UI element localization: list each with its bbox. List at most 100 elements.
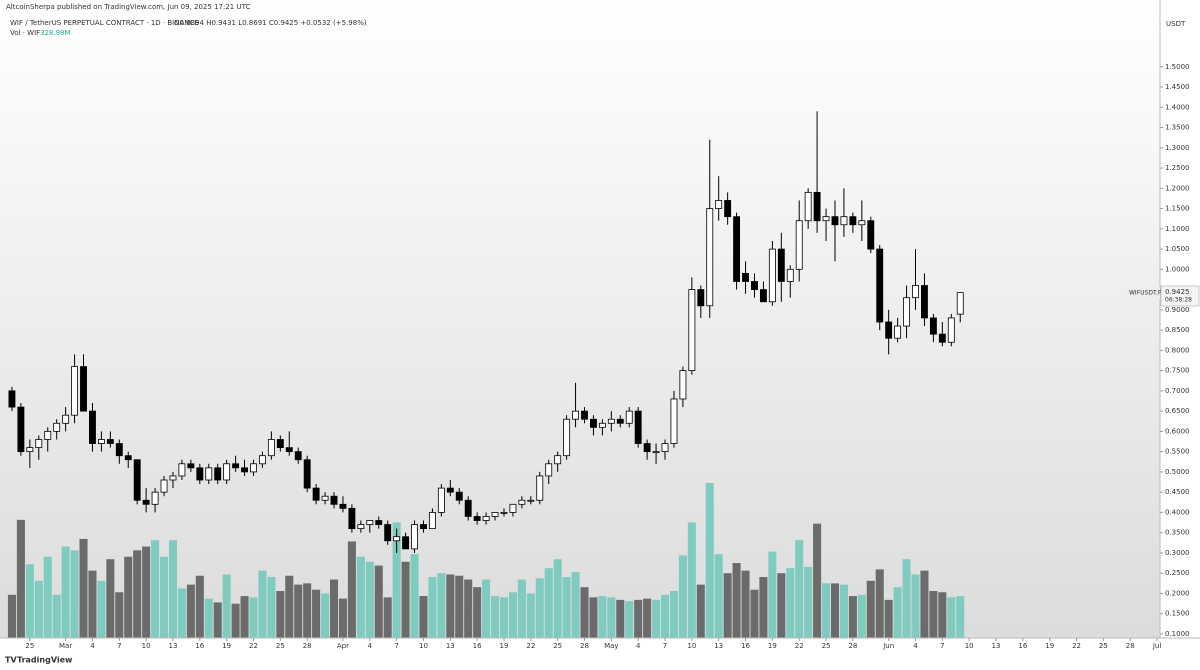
volume-bar <box>938 592 947 638</box>
volume-bar <box>79 538 88 638</box>
x-tick-label: 13 <box>714 642 723 650</box>
candle-body <box>321 495 329 501</box>
y-axis-label: USDT <box>1166 20 1186 28</box>
volume-bar <box>902 559 911 638</box>
candle-body <box>688 289 696 372</box>
x-tick-label: 16 <box>1018 642 1027 650</box>
candle-body <box>312 487 320 501</box>
chart-title: WIF / TetherUS PERPETUAL CONTRACT · 1D ·… <box>10 19 199 27</box>
volume-bar <box>240 596 249 638</box>
volume-bar <box>473 587 482 638</box>
candle-body <box>661 443 669 453</box>
volume-bar <box>830 583 840 638</box>
x-tick-label: 22 <box>526 642 535 650</box>
volume-bar <box>186 584 195 638</box>
candle-body <box>223 463 231 481</box>
volume-bar <box>303 583 312 638</box>
candle-body <box>903 297 911 327</box>
x-tick-label: 4 <box>90 642 95 650</box>
candle-body <box>169 475 177 481</box>
candle-body <box>813 191 821 222</box>
x-tick-label: 19 <box>768 642 777 650</box>
volume-bar <box>643 598 652 638</box>
x-tick-label: 28 <box>1126 642 1135 650</box>
countdown: 06:38:28 <box>1165 297 1192 304</box>
candle-body <box>786 268 794 282</box>
candle-body <box>742 272 749 282</box>
volume-bar <box>43 556 52 638</box>
candle-body <box>777 248 785 282</box>
volume-bar <box>419 596 428 638</box>
x-tick-label: Jun <box>882 642 894 650</box>
candle-body <box>652 451 660 454</box>
y-tick-label: 0.2500 <box>1165 569 1190 577</box>
x-tick-label: 22 <box>795 642 804 650</box>
candle-body <box>53 422 61 432</box>
candle-body <box>679 370 687 400</box>
volume-bar <box>822 583 831 638</box>
y-tick-label: 0.8500 <box>1165 326 1190 334</box>
candle-body <box>71 366 79 416</box>
volume-bar <box>660 594 670 638</box>
volume-bar <box>535 578 544 638</box>
candle-body <box>214 467 222 481</box>
volume-bar <box>312 589 321 638</box>
y-tick-label: 1.3500 <box>1165 124 1190 132</box>
volume-bar <box>356 556 365 638</box>
candle-body <box>133 459 141 501</box>
volume-bar <box>106 559 115 638</box>
candle-body <box>17 406 25 453</box>
candle-body <box>205 467 213 481</box>
candle-body <box>428 512 436 530</box>
x-tick-label: 25 <box>822 642 831 650</box>
candle-body <box>187 463 195 469</box>
candle-body <box>536 475 544 501</box>
y-tick-label: 0.3000 <box>1165 549 1190 557</box>
volume-bar <box>884 599 893 638</box>
volume-bar <box>562 577 571 638</box>
candle-body <box>44 430 52 440</box>
y-tick-label: 0.6500 <box>1165 407 1190 415</box>
x-tick-label: 13 <box>446 642 455 650</box>
candle-body <box>160 479 168 493</box>
volume-bar <box>437 573 446 638</box>
x-tick-label: Mar <box>59 642 72 650</box>
candle-body <box>598 422 606 428</box>
candle-body <box>634 410 642 444</box>
candle-body <box>124 455 132 461</box>
candle-body <box>366 520 374 525</box>
volume-bar <box>616 599 625 638</box>
volume-bar <box>732 563 741 638</box>
volume-bar <box>714 554 723 638</box>
y-tick-label: 0.6000 <box>1165 427 1190 435</box>
candle-body <box>572 410 579 420</box>
candle-body <box>509 503 517 513</box>
candle-body <box>921 285 928 319</box>
volume-bar <box>329 579 339 638</box>
volume-legend-value: 328.98M <box>40 29 71 37</box>
volume-bar <box>929 590 938 638</box>
y-tick-label: 0.4500 <box>1165 488 1190 496</box>
candle-body <box>357 524 365 530</box>
x-tick-label: 25 <box>553 642 562 650</box>
x-tick-label: 25 <box>1099 642 1108 650</box>
candle-body <box>106 439 114 444</box>
y-tick-label: 1.4500 <box>1165 83 1190 91</box>
x-tick-label: 7 <box>940 642 944 650</box>
ohlc-legend: O0.8894 H0.9431 L0.8691 C0.9425 +0.0532 … <box>174 19 367 27</box>
volume-bar <box>267 577 276 638</box>
y-tick-label: 0.7500 <box>1165 367 1190 375</box>
x-tick-label: 19 <box>1045 642 1054 650</box>
candle-body <box>795 220 803 270</box>
candle-body <box>607 418 615 424</box>
volume-bar <box>634 599 643 638</box>
volume-bar <box>16 519 25 638</box>
volume-bar <box>947 597 956 638</box>
x-tick-label: 10 <box>965 642 974 650</box>
volume-bar <box>204 598 213 638</box>
candle-body <box>437 487 445 513</box>
candle-body <box>947 317 955 343</box>
candle-body <box>518 499 526 505</box>
volume-bar <box>553 559 562 638</box>
candle-body <box>294 451 302 461</box>
